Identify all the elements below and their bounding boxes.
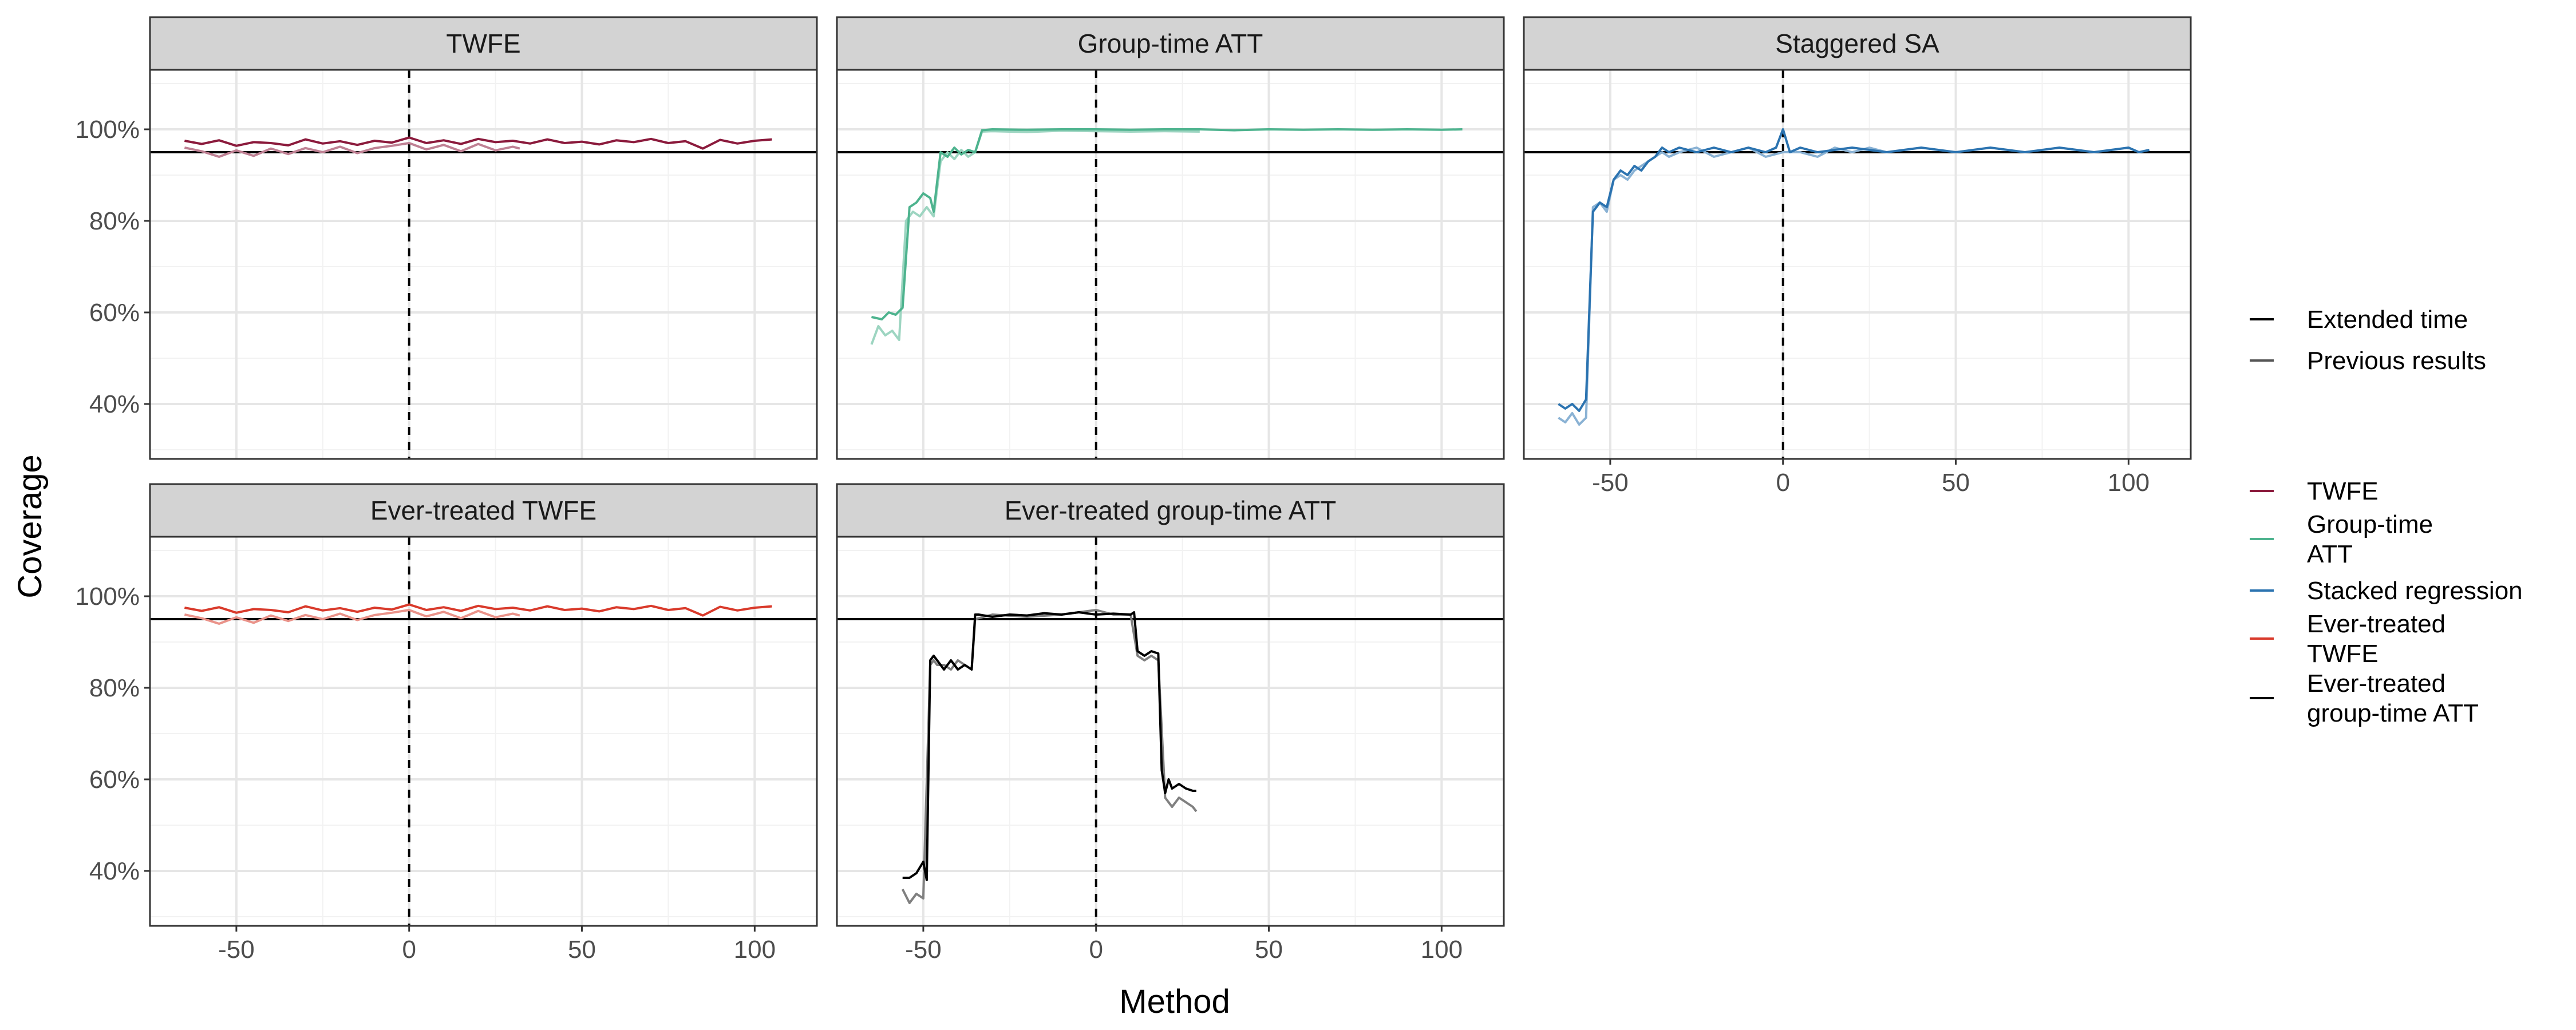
facet-strip xyxy=(149,16,818,71)
series-line-extended-time xyxy=(184,136,772,150)
legend-label: Previous results xyxy=(2307,347,2486,375)
y-tick-label: 40% xyxy=(89,857,140,885)
facet-panel: Ever-treated group-time ATT -50 0 50 100 xyxy=(836,483,1505,964)
panel-border xyxy=(1523,69,2192,460)
plot-area xyxy=(837,70,1504,459)
x-tick-label: 0 xyxy=(402,936,416,964)
facet-title: TWFE xyxy=(446,29,520,58)
legend-label: Stacked regression xyxy=(2307,577,2523,605)
y-tick-label: 100% xyxy=(75,116,140,144)
facet-title: Ever-treated group-time ATT xyxy=(1005,496,1336,525)
x-axis-title: Method xyxy=(1119,983,1230,1020)
y-tick-label: 100% xyxy=(75,583,140,611)
y-tick-label: 80% xyxy=(89,674,140,702)
legend-linetype: Extended time Previous results xyxy=(2250,306,2486,375)
facet-strip xyxy=(836,16,1505,71)
series-line-previous-results xyxy=(184,609,520,625)
x-tick-label: -50 xyxy=(905,936,942,964)
y-axis-title: Coverage xyxy=(11,454,49,598)
x-tick-label: 100 xyxy=(1421,936,1463,964)
panels-layer: TWFE 40% 60% 80% 100% Group-time ATT Staggered… xyxy=(75,16,2192,964)
facet-panel: Staggered SA -50 0 50 100 xyxy=(1523,16,2192,497)
y-tick-label: 60% xyxy=(89,766,140,794)
series-line-extended-time xyxy=(1558,128,2150,412)
legend-label: Ever-treated group-time ATT xyxy=(2307,670,2479,727)
plot-area xyxy=(837,537,1504,926)
facet-title: Ever-treated TWFE xyxy=(370,496,596,525)
legend-label: Group-time ATT xyxy=(2307,510,2433,568)
legend-label: TWFE xyxy=(2307,477,2379,505)
panel-border xyxy=(836,536,1505,927)
legend-label: Ever-treated TWFE xyxy=(2307,610,2445,668)
legend-color: TWFE Group-time ATT Stacked regression Ever-… xyxy=(2250,477,2523,727)
facet-panel: Ever-treated TWFE 40% 60% 80% 100% -50 0 50 100 xyxy=(75,483,818,964)
x-tick-label: 0 xyxy=(1776,469,1789,497)
panel-border xyxy=(149,69,818,460)
panel-border xyxy=(149,536,818,927)
facet-strip xyxy=(1523,16,2192,71)
facet-title: Group-time ATT xyxy=(1078,29,1263,58)
x-tick-label: 0 xyxy=(1089,936,1103,964)
panel-border xyxy=(836,69,1505,460)
series-line-previous-results xyxy=(184,142,520,158)
facet-panel: Group-time ATT xyxy=(836,16,1505,460)
x-tick-label: -50 xyxy=(218,936,255,964)
facet-strip xyxy=(149,483,818,538)
x-tick-label: -50 xyxy=(1592,469,1629,497)
x-tick-label: 50 xyxy=(568,936,596,964)
y-tick-label: 80% xyxy=(89,207,140,235)
x-tick-label: 50 xyxy=(1942,469,1970,497)
x-tick-label: 100 xyxy=(734,936,776,964)
series-line-extended-time xyxy=(184,603,772,617)
series-line-extended-time xyxy=(871,128,1463,320)
facet-title: Staggered SA xyxy=(1775,29,1939,58)
plot-area xyxy=(150,70,817,459)
y-tick-label: 40% xyxy=(89,390,140,418)
y-tick-label: 60% xyxy=(89,299,140,327)
plot-area xyxy=(150,537,817,926)
legend-label: Extended time xyxy=(2307,306,2468,334)
series-line-previous-results xyxy=(870,129,1200,345)
x-tick-label: 50 xyxy=(1255,936,1283,964)
x-tick-label: 100 xyxy=(2108,469,2150,497)
series-line-extended-time xyxy=(902,611,1196,881)
facet-panel: TWFE 40% 60% 80% 100% xyxy=(75,16,818,460)
series-line-previous-results xyxy=(901,609,1198,904)
plot-area xyxy=(1524,70,2191,459)
